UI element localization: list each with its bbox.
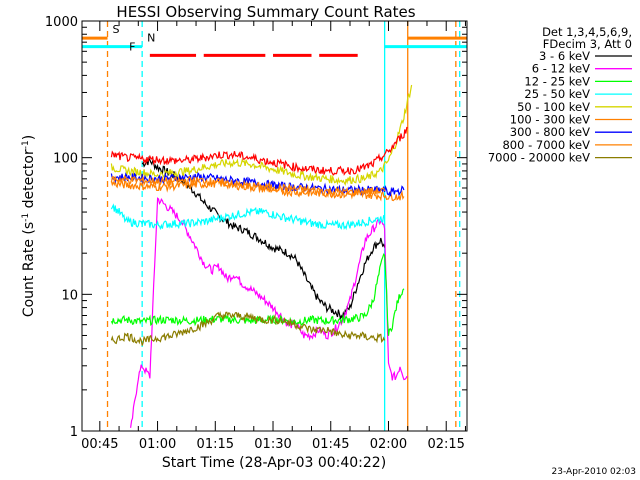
x-tick-label-3: 01:30 bbox=[254, 437, 291, 452]
legend-label-7: 800 - 7000 keV bbox=[502, 138, 590, 152]
y-axis-label-end: ) bbox=[21, 135, 37, 140]
y-tick-label-0: 1 bbox=[70, 425, 78, 440]
series-line-1 bbox=[130, 197, 408, 428]
legend-label-1: 6 - 12 keV bbox=[532, 62, 590, 76]
series-line-9 bbox=[110, 126, 408, 176]
x-tick-label-2: 01:15 bbox=[197, 437, 234, 452]
y-axis-label: Count Rate (s-1 detector-1) bbox=[21, 135, 37, 317]
flag-label-f: F bbox=[129, 40, 135, 53]
x-tick-label-5: 02:00 bbox=[370, 437, 407, 452]
legend-header-1: FDecim 3, Att 0 bbox=[543, 37, 632, 51]
legend-label-4: 50 - 100 keV bbox=[517, 100, 590, 114]
legend-label-5: 100 - 300 keV bbox=[510, 113, 590, 127]
x-axis-label: Start Time (28-Apr-03 00:40:22) bbox=[162, 455, 386, 471]
y-axis-label-sup2: -1 bbox=[21, 140, 31, 149]
flag-label-s: S bbox=[113, 23, 120, 36]
y-tick-label-2: 100 bbox=[53, 152, 78, 167]
legend-label-6: 300 - 800 keV bbox=[510, 125, 590, 139]
series-line-7 bbox=[110, 174, 386, 198]
footer-timestamp: 23-Apr-2010 02:03 bbox=[552, 467, 636, 477]
x-tick-label-6: 02:15 bbox=[427, 437, 464, 452]
y-tick-label-1: 10 bbox=[61, 288, 78, 303]
legend-label-0: 3 - 6 keV bbox=[539, 49, 590, 63]
legend-label-2: 12 - 25 keV bbox=[524, 74, 590, 88]
y-axis-label-mid: detector bbox=[21, 149, 37, 213]
y-axis-label-sup1: -1 bbox=[21, 213, 31, 222]
series-line-4 bbox=[110, 84, 413, 187]
flag-label-n: N bbox=[147, 32, 155, 45]
series-line-8 bbox=[110, 310, 386, 346]
legend: Det 1,3,4,5,6,9,FDecim 3, Att 03 - 6 keV… bbox=[488, 25, 632, 165]
y-tick-label-3: 1000 bbox=[45, 15, 78, 30]
x-tick-label-0: 00:45 bbox=[81, 437, 118, 452]
chart-title: HESSI Observing Summary Count Rates bbox=[116, 3, 415, 21]
axes-layer: 1 10 100 1000 00:45 01:00 01:15 01:30 01:45 02:00… bbox=[45, 15, 467, 452]
legend-label-8: 7000 - 20000 keV bbox=[488, 151, 590, 165]
legend-label-3: 25 - 50 keV bbox=[524, 87, 590, 101]
plot-area: S NF bbox=[82, 21, 467, 431]
plot-frame bbox=[81, 20, 468, 432]
series-line-3 bbox=[110, 203, 386, 231]
series-line-2 bbox=[110, 253, 405, 336]
x-tick-label-1: 01:00 bbox=[139, 437, 176, 452]
legend-header-0: Det 1,3,4,5,6,9, bbox=[542, 25, 632, 39]
x-tick-label-4: 01:45 bbox=[312, 437, 349, 452]
y-axis-label-main: Count Rate (s bbox=[21, 222, 37, 317]
